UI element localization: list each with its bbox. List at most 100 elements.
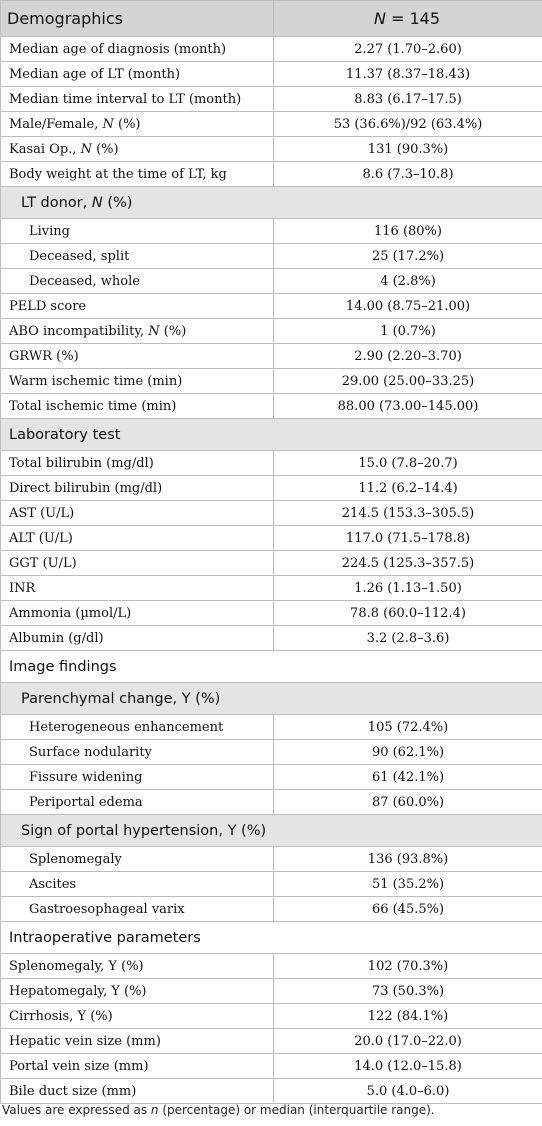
table-row: Median age of LT (month) 11.37 (8.37–18.… (0, 61, 542, 87)
section-laboratory-test: Laboratory test (0, 418, 542, 451)
row-label: Deceased, whole (0, 268, 274, 294)
table-row: Cirrhosis, Y (%) 122 (84.1%) (0, 1003, 542, 1029)
row-value: 131 (90.3%) (273, 136, 542, 162)
section-label: Intraoperative parameters (0, 921, 542, 954)
row-value: 87 (60.0%) (273, 789, 542, 815)
row-value: 3.2 (2.8–3.6) (273, 625, 542, 651)
table-row: AST (U/L) 214.5 (153.3–305.5) (0, 500, 542, 526)
row-value: 5.0 (4.0–6.0) (273, 1078, 542, 1104)
row-value: 90 (62.1%) (273, 739, 542, 765)
row-label: Fissure widening (0, 764, 274, 790)
row-label: PELD score (0, 293, 274, 319)
table-row: Gastroesophageal varix 66 (45.5%) (0, 896, 542, 922)
header-demographics: Demographics (0, 0, 274, 37)
row-value: 224.5 (125.3–357.5) (273, 550, 542, 576)
row-label: GRWR (%) (0, 343, 274, 369)
table-row: Kasai Op., N (%) 131 (90.3%) (0, 136, 542, 162)
table-row: Fissure widening 61 (42.1%) (0, 764, 542, 790)
row-label: AST (U/L) (0, 500, 274, 526)
table-row: Total bilirubin (mg/dl) 15.0 (7.8–20.7) (0, 450, 542, 476)
row-value: 1.26 (1.13–1.50) (273, 575, 542, 601)
row-value: 14.00 (8.75–21.00) (273, 293, 542, 319)
table-row: Total ischemic time (min) 88.00 (73.00–1… (0, 393, 542, 419)
row-label: Heterogeneous enhancement (0, 714, 274, 740)
table-row: Direct bilirubin (mg/dl) 11.2 (6.2–14.4) (0, 475, 542, 501)
row-label: Warm ischemic time (min) (0, 368, 274, 394)
row-label: Median age of LT (month) (0, 61, 274, 87)
table-header-row: Demographics N = 145 (0, 0, 542, 37)
section-image-findings: Image findings (0, 650, 542, 683)
row-label: INR (0, 575, 274, 601)
row-value: 2.90 (2.20–3.70) (273, 343, 542, 369)
table-row: Body weight at the time of LT, kg 8.6 (7… (0, 161, 542, 187)
row-value: 1 (0.7%) (273, 318, 542, 344)
row-value: 102 (70.3%) (273, 953, 542, 979)
section-intraoperative: Intraoperative parameters (0, 921, 542, 954)
row-value: 14.0 (12.0–15.8) (273, 1053, 542, 1079)
table-row: Bile duct size (mm) 5.0 (4.0–6.0) (0, 1078, 542, 1104)
section-label: Parenchymal change, Y (%) (0, 682, 542, 715)
row-value: 105 (72.4%) (273, 714, 542, 740)
row-label: Total ischemic time (min) (0, 393, 274, 419)
table-row: Living 116 (80%) (0, 218, 542, 244)
table-row: GRWR (%) 2.90 (2.20–3.70) (0, 343, 542, 369)
row-label: Cirrhosis, Y (%) (0, 1003, 274, 1029)
section-label: Sign of portal hypertension, Y (%) (0, 814, 542, 847)
row-value: 29.00 (25.00–33.25) (273, 368, 542, 394)
table-row: Splenomegaly 136 (93.8%) (0, 846, 542, 872)
table-row: Splenomegaly, Y (%) 102 (70.3%) (0, 953, 542, 979)
row-value: 116 (80%) (273, 218, 542, 244)
table-row: Hepatomegaly, Y (%) 73 (50.3%) (0, 978, 542, 1004)
row-value: 53 (36.6%)/92 (63.4%) (273, 111, 542, 137)
table-row: Median time interval to LT (month) 8.83 … (0, 86, 542, 112)
row-value: 78.8 (60.0–112.4) (273, 600, 542, 626)
row-value: 15.0 (7.8–20.7) (273, 450, 542, 476)
table-row: Male/Female, N (%) 53 (36.6%)/92 (63.4%) (0, 111, 542, 137)
table-row: ABO incompatibility, N (%) 1 (0.7%) (0, 318, 542, 344)
row-label: Kasai Op., N (%) (0, 136, 274, 162)
row-value: 214.5 (153.3–305.5) (273, 500, 542, 526)
row-label: Deceased, split (0, 243, 274, 269)
row-value: 8.83 (6.17–17.5) (273, 86, 542, 112)
row-value: 73 (50.3%) (273, 978, 542, 1004)
table-row: ALT (U/L) 117.0 (71.5–178.8) (0, 525, 542, 551)
row-value: 51 (35.2%) (273, 871, 542, 897)
table-row: Ammonia (µmol/L) 78.8 (60.0–112.4) (0, 600, 542, 626)
row-value: 88.00 (73.00–145.00) (273, 393, 542, 419)
row-label: Body weight at the time of LT, kg (0, 161, 274, 187)
section-label: Laboratory test (0, 418, 542, 451)
row-label: Total bilirubin (mg/dl) (0, 450, 274, 476)
table-row: Deceased, whole 4 (2.8%) (0, 268, 542, 294)
row-label: Albumin (g/dl) (0, 625, 274, 651)
row-label: GGT (U/L) (0, 550, 274, 576)
row-value: 8.6 (7.3–10.8) (273, 161, 542, 187)
row-label: Surface nodularity (0, 739, 274, 765)
section-label: Image findings (0, 650, 542, 683)
row-label: Bile duct size (mm) (0, 1078, 274, 1104)
table-row: GGT (U/L) 224.5 (125.3–357.5) (0, 550, 542, 576)
header-n: N = 145 (273, 0, 542, 37)
row-label: Splenomegaly, Y (%) (0, 953, 274, 979)
row-label: Ascites (0, 871, 274, 897)
row-value: 61 (42.1%) (273, 764, 542, 790)
row-label: Portal vein size (mm) (0, 1053, 274, 1079)
row-value: 117.0 (71.5–178.8) (273, 525, 542, 551)
table-row: Ascites 51 (35.2%) (0, 871, 542, 897)
row-label: ALT (U/L) (0, 525, 274, 551)
table-row: Periportal edema 87 (60.0%) (0, 789, 542, 815)
table-row: Hepatic vein size (mm) 20.0 (17.0–22.0) (0, 1028, 542, 1054)
row-label: Periportal edema (0, 789, 274, 815)
row-label: ABO incompatibility, N (%) (0, 318, 274, 344)
table-row: Surface nodularity 90 (62.1%) (0, 739, 542, 765)
section-portal-hypertension: Sign of portal hypertension, Y (%) (0, 814, 542, 847)
row-value: 66 (45.5%) (273, 896, 542, 922)
table-row: Warm ischemic time (min) 29.00 (25.00–33… (0, 368, 542, 394)
section-label: LT donor, N (%) (0, 186, 542, 219)
table-row: Albumin (g/dl) 3.2 (2.8–3.6) (0, 625, 542, 651)
row-label: Splenomegaly (0, 846, 274, 872)
row-value: 4 (2.8%) (273, 268, 542, 294)
table-row: Median age of diagnosis (month) 2.27 (1.… (0, 36, 542, 62)
section-parenchymal-change: Parenchymal change, Y (%) (0, 682, 542, 715)
table-footnote: Values are expressed as n (percentage) o… (2, 1103, 435, 1117)
